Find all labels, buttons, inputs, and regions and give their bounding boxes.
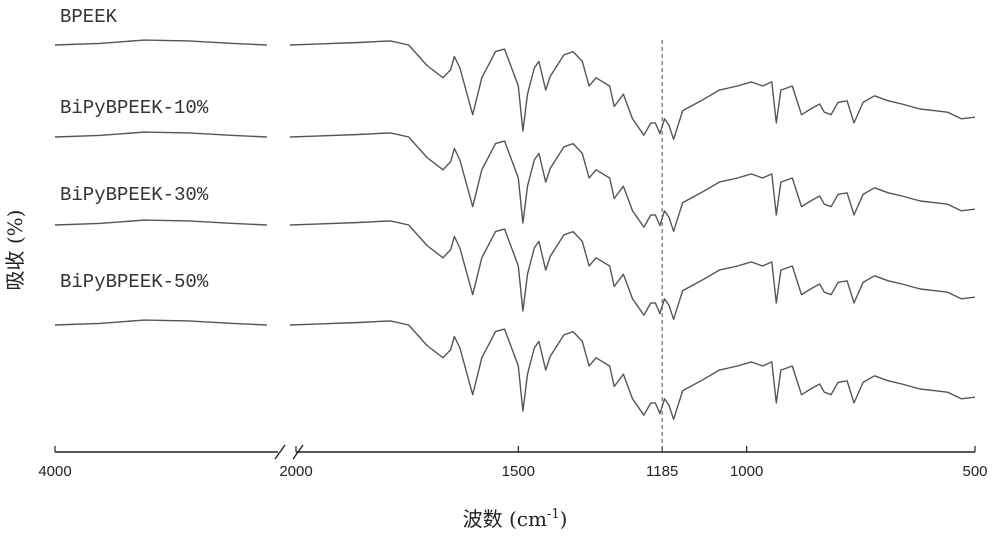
series-label-4: BiPyBPEEK-50% (60, 271, 209, 293)
series-label-1: BPEEK (60, 6, 118, 28)
y-axis-title: 吸收 (%) (3, 210, 27, 291)
series-label-2: BiPyBPEEK-10% (60, 97, 209, 119)
series-labels: BPEEK BiPyBPEEK-10% BiPyBPEEK-30% BiPyBPEEK… (60, 6, 209, 293)
axis-break-mark (292, 444, 304, 460)
series-line-4 (289, 320, 976, 420)
series-line-2 (289, 132, 976, 232)
x-tick-label: 4000 (38, 463, 71, 480)
x-tick-label: 1500 (502, 463, 535, 480)
series-line-4-low-range (54, 319, 267, 326)
x-axis-title: 波数 (cm-1) (463, 507, 568, 531)
series-line-1 (289, 40, 976, 140)
series-line-3-low-range (54, 219, 267, 226)
series-line-2-low-range (54, 131, 267, 138)
axis-break-mark (274, 444, 286, 460)
x-tick-label: 1000 (730, 463, 763, 480)
series-line-3 (289, 220, 976, 320)
x-tick-label: 1185 (646, 463, 678, 480)
series-line-1-low-range (54, 39, 267, 46)
x-axis-ticks: 4000 2000 1500 1185 1000 500 (38, 446, 988, 480)
spectra-curves (54, 39, 976, 420)
x-tick-label: 500 (962, 463, 987, 480)
series-label-3: BiPyBPEEK-30% (60, 184, 209, 206)
x-axis (55, 444, 975, 460)
x-tick-label: 2000 (279, 463, 312, 480)
